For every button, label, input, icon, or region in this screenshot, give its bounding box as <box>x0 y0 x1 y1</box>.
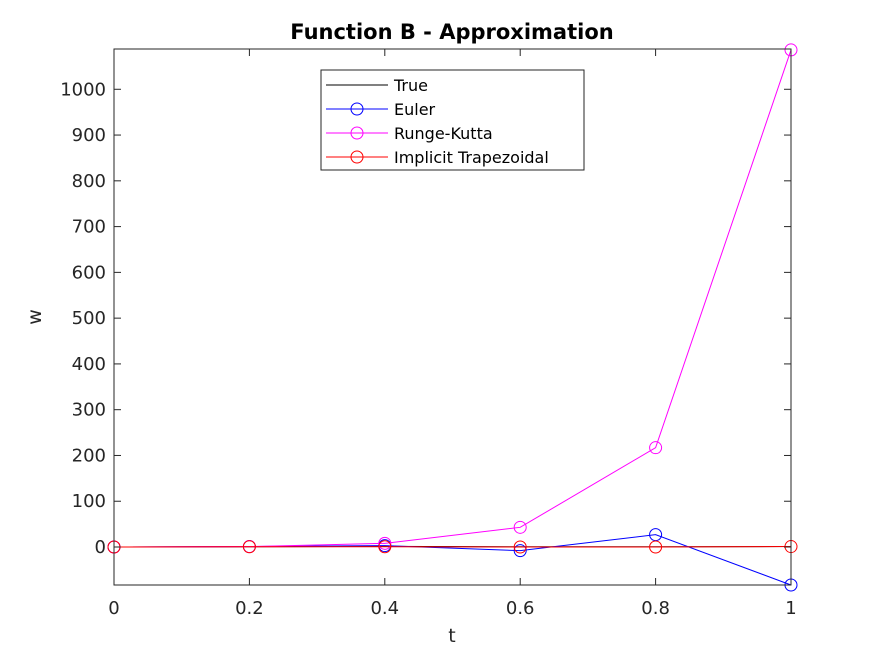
y-tick-label: 100 <box>72 491 106 512</box>
legend-label: True <box>393 76 428 95</box>
x-tick-label: 0.4 <box>370 598 399 619</box>
y-tick-label: 1000 <box>60 79 106 100</box>
chart-title: Function B - Approximation <box>290 20 613 44</box>
y-tick-label: 600 <box>72 262 106 283</box>
legend: True Euler Runge-Kutta Implicit Trapezoidal <box>321 70 584 170</box>
y-tick-label: 700 <box>72 217 106 238</box>
legend-label: Euler <box>394 100 436 119</box>
x-axis-label: t <box>448 625 455 647</box>
y-tick-label: 800 <box>72 171 106 192</box>
x-tick-label: 0.2 <box>235 598 264 619</box>
legend-label: Implicit Trapezoidal <box>394 148 549 167</box>
y-tick-label: 200 <box>72 445 106 466</box>
y-axis-label: w <box>24 309 46 325</box>
legend-label: Runge-Kutta <box>394 124 493 143</box>
x-tick-label: 0.6 <box>506 598 535 619</box>
y-tick-label: 400 <box>72 354 106 375</box>
y-tick-label: 300 <box>72 400 106 421</box>
x-tick-label: 0.8 <box>641 598 670 619</box>
x-tick-label: 1 <box>785 598 796 619</box>
y-tick-label: 0 <box>95 537 106 558</box>
x-tick-label: 0 <box>108 598 119 619</box>
y-tick-label: 500 <box>72 308 106 329</box>
y-tick-label: 900 <box>72 125 106 146</box>
